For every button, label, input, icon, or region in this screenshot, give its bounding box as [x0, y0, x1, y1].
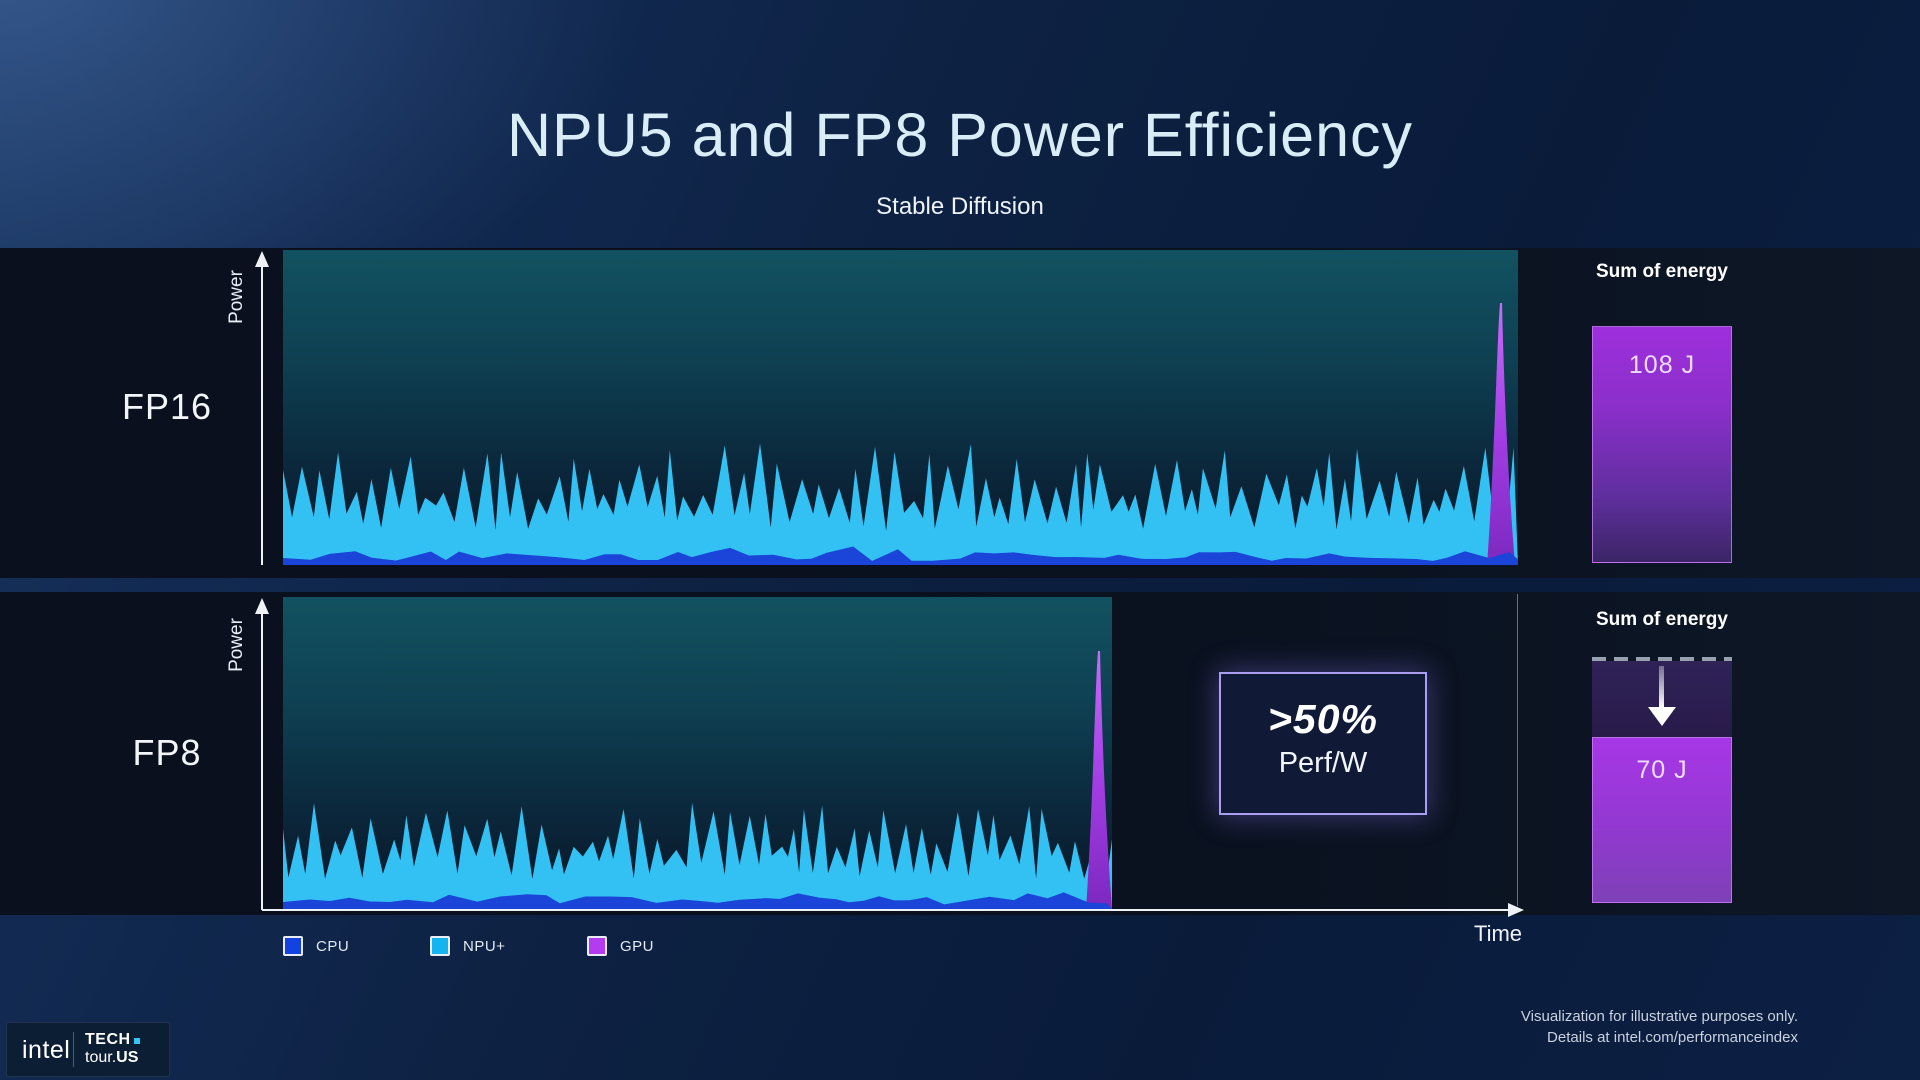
- fp8-power-chart: [283, 597, 1112, 909]
- legend-item-gpu: GPU: [587, 936, 654, 956]
- fp8-power-axis-label: Power: [225, 618, 247, 672]
- fp16-row: FP16 Power: [0, 248, 1920, 578]
- fp16-energy-reference-dashes: [1592, 657, 1732, 661]
- energy-savings-region: [1592, 661, 1732, 737]
- legend-label: GPU: [620, 937, 655, 955]
- legend-label: NPU+: [463, 937, 506, 955]
- badge-divider: [73, 1032, 74, 1067]
- fp8-sum-of-energy-label: Sum of energy: [1596, 609, 1728, 630]
- down-arrow-head-icon: [1648, 707, 1676, 726]
- fp16-power-chart: [283, 250, 1518, 565]
- fp16-power-axis-label: Power: [225, 270, 247, 324]
- fp8-energy-bar: 70 J: [1592, 737, 1732, 903]
- fp8-row-label: FP8: [132, 732, 202, 773]
- tech-tour-logo-line1: TECH: [85, 1031, 140, 1049]
- fp8-energy-value: 70 J: [1636, 756, 1688, 784]
- legend-label: CPU: [316, 937, 350, 955]
- gpu-swatch-icon: [587, 936, 607, 956]
- perf-per-watt-metric: Perf/W: [1278, 747, 1368, 779]
- fp16-energy-value: 108 J: [1628, 351, 1696, 379]
- down-arrow-icon: [1659, 666, 1664, 708]
- npu-swatch-icon: [430, 936, 450, 956]
- legend-item-npu: NPU+: [430, 936, 505, 956]
- fp16-energy-bar: 108 J: [1592, 326, 1732, 563]
- fp16-row-label: FP16: [121, 386, 213, 427]
- intel-logo: intel: [22, 1036, 71, 1064]
- fp16-duration-reference-line: [1517, 594, 1518, 906]
- disclaimer-line1: Visualization for illustrative purposes …: [1520, 1008, 1798, 1025]
- time-axis-arrow-icon: [262, 903, 1524, 917]
- fp16-power-axis: [248, 250, 276, 567]
- y-axis-arrow-icon: [255, 598, 269, 910]
- fp8-row: FP8 Power: [0, 592, 1920, 917]
- brand-badge: intel TECH tour.US: [6, 1022, 170, 1077]
- time-axis-label: Time: [1473, 921, 1523, 946]
- y-axis-arrow-icon: [255, 251, 269, 565]
- disclaimer-line2: Details at intel.com/performanceindex: [1547, 1029, 1798, 1046]
- cpu-swatch-icon: [283, 936, 303, 956]
- cyan-pixel-icon: [133, 1038, 140, 1044]
- fp8-power-axis: [248, 597, 276, 911]
- fp16-sum-of-energy-label: Sum of energy: [1596, 261, 1728, 282]
- tech-tour-logo-line2: tour.US: [85, 1049, 139, 1066]
- perf-per-watt-value: >50%: [1267, 696, 1378, 742]
- page-subtitle: Stable Diffusion: [876, 193, 1044, 220]
- legend-item-cpu: CPU: [283, 936, 349, 956]
- disclaimer-text: Visualization for illustrative purposes …: [1521, 1006, 1798, 1048]
- perf-per-watt-callout: >50% Perf/W: [1219, 672, 1427, 815]
- page-title: NPU5 and FP8 Power Efficiency: [507, 101, 1413, 169]
